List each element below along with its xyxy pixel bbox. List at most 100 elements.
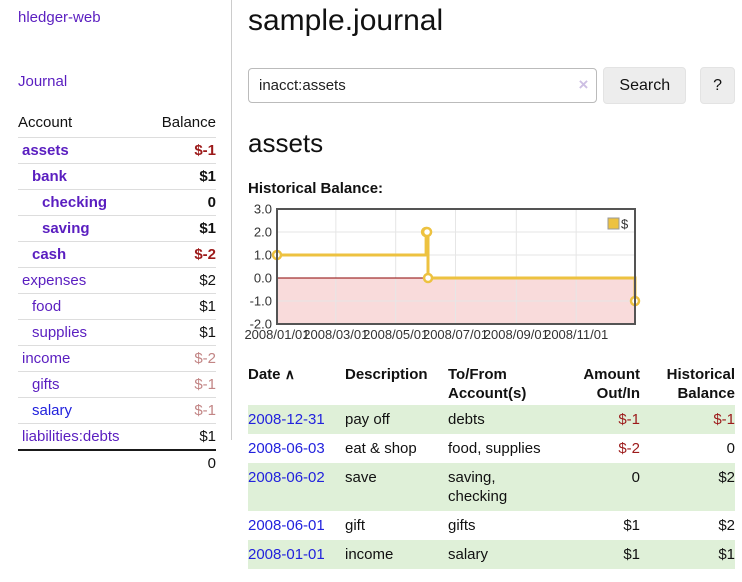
app-title-link[interactable]: hledger-web [18, 9, 101, 26]
accounts-header-balance: Balance [161, 114, 216, 131]
svg-text:$: $ [621, 217, 629, 232]
register-header-balance[interactable]: Historical Balance [666, 366, 735, 402]
svg-text:1.0: 1.0 [254, 248, 272, 263]
transaction-date-cell: 2008-01-01 [248, 540, 345, 569]
transaction-balance-cell: $1 [718, 546, 735, 563]
transaction-amount-cell: $1 [623, 517, 640, 534]
account-balance: $-2 [147, 241, 216, 268]
transaction-date-link[interactable]: 2008-06-02 [248, 469, 325, 486]
account-heading: assets [248, 128, 324, 158]
svg-text:-1.0: -1.0 [250, 294, 272, 309]
register-row: 2008-12-31 pay off debts $-1 $-1 [248, 405, 735, 434]
svg-text:2008/09/01: 2008/09/01 [484, 327, 549, 342]
account-balance: $1 [147, 163, 216, 190]
account-row: liabilities:debts $1 [18, 423, 216, 450]
main-content: sample.journal × Search ? assets Histori… [244, 0, 735, 569]
account-balance: $1 [147, 215, 216, 242]
transaction-date-link[interactable]: 2008-06-03 [248, 440, 325, 457]
register-header-date[interactable]: Date ∧ [248, 366, 295, 383]
register-header-row: Date ∧ Description To/From Account(s) Am… [248, 363, 735, 405]
search-box: × [248, 68, 598, 103]
clear-search-icon[interactable]: × [578, 75, 589, 94]
accounts-header-row: Account Balance [18, 111, 216, 138]
register-header-accounts[interactable]: To/From Account(s) [448, 366, 527, 402]
transaction-accounts-cell: debts [448, 411, 485, 428]
transaction-date-cell: 2008-06-01 [248, 511, 345, 540]
page-title: sample.journal [248, 4, 444, 37]
sidebar: hledger-web Journal Account Balance asse… [0, 0, 232, 476]
account-link[interactable]: gifts [32, 376, 60, 393]
transaction-balance-cell: $-1 [713, 411, 735, 428]
account-link[interactable]: saving [42, 220, 90, 237]
transaction-description-cell: pay off [345, 411, 390, 428]
account-balance: $1 [147, 293, 216, 320]
account-row: supplies $1 [18, 319, 216, 346]
account-balance: $1 [147, 423, 216, 450]
search-button[interactable]: Search [603, 67, 687, 104]
account-row: food $1 [18, 293, 216, 320]
account-row: saving $1 [18, 215, 216, 242]
account-link[interactable]: assets [22, 142, 69, 159]
svg-text:2008/03/01: 2008/03/01 [303, 327, 368, 342]
svg-text:3.0: 3.0 [254, 204, 272, 217]
transaction-date-link[interactable]: 2008-12-31 [248, 411, 325, 428]
transaction-description-cell: eat & shop [345, 440, 417, 457]
transaction-amount-cell: $1 [623, 546, 640, 563]
account-link[interactable]: bank [32, 168, 68, 185]
svg-text:2.0: 2.0 [254, 225, 272, 240]
transaction-description-cell: income [345, 546, 394, 563]
account-row: salary $-1 [18, 397, 216, 424]
svg-text:2008/01/01: 2008/01/01 [244, 327, 309, 342]
transaction-amount-cell: $-2 [618, 440, 640, 457]
svg-text:2008/05/01: 2008/05/01 [363, 327, 428, 342]
accounts-table: Account Balance assets $-1 bank $1 checking 0… [18, 111, 216, 476]
transaction-date-link[interactable]: 2008-06-01 [248, 517, 325, 534]
accounts-total-row: 0 [18, 449, 216, 476]
transaction-description-cell: gift [345, 517, 366, 534]
transaction-balance-cell: $2 [718, 469, 735, 486]
svg-text:2008/11/01: 2008/11/01 [544, 327, 608, 342]
account-row: cash $-2 [18, 241, 216, 268]
account-row: income $-2 [18, 345, 216, 372]
transaction-accounts-cell: saving, checking [448, 469, 508, 505]
search-input[interactable] [248, 68, 598, 103]
register-header-description[interactable]: Description [345, 366, 428, 383]
transaction-balance-cell: $2 [718, 517, 735, 534]
transaction-date-cell: 2008-06-03 [248, 434, 345, 463]
transaction-amount-cell: 0 [631, 469, 640, 486]
account-row: gifts $-1 [18, 371, 216, 398]
register-row: 2008-06-01 gift gifts $1 $2 [248, 511, 735, 540]
account-balance: 0 [147, 189, 216, 216]
account-link[interactable]: liabilities:debts [22, 428, 120, 445]
account-row: checking 0 [18, 189, 216, 216]
accounts-header-account: Account [18, 114, 73, 131]
transaction-date-cell: 2008-12-31 [248, 405, 345, 434]
search-form: × Search ? [248, 67, 735, 104]
account-row: expenses $2 [18, 267, 216, 294]
account-link[interactable]: supplies [32, 324, 88, 341]
account-link[interactable]: cash [32, 246, 67, 263]
transaction-balance-cell: 0 [726, 440, 735, 457]
sort-asc-icon: ∧ [284, 366, 295, 382]
account-balance: $-1 [147, 371, 216, 398]
account-link[interactable]: checking [42, 194, 108, 211]
account-row: assets $-1 [18, 137, 216, 164]
help-button[interactable]: ? [700, 67, 735, 104]
account-link[interactable]: food [32, 298, 62, 315]
transaction-accounts-cell: salary [448, 546, 489, 563]
account-link[interactable]: income [22, 350, 71, 367]
sidebar-item-journal[interactable]: Journal [18, 73, 68, 90]
account-balance: $-1 [147, 137, 216, 164]
register-header-amount[interactable]: Amount Out/In [583, 366, 640, 402]
transaction-date-link[interactable]: 2008-01-01 [248, 546, 325, 563]
register-row: 2008-06-02 save saving, checking 0 $2 [248, 463, 735, 511]
svg-text:0.0: 0.0 [254, 271, 272, 286]
account-balance: $-2 [147, 345, 216, 372]
account-link[interactable]: expenses [22, 272, 87, 289]
account-link[interactable]: salary [32, 402, 73, 419]
account-balance: $2 [147, 267, 216, 294]
account-row: bank $1 [18, 163, 216, 190]
register-row: 2008-01-01 income salary $1 $1 [248, 540, 735, 569]
svg-text:2008/07/01: 2008/07/01 [423, 327, 488, 342]
